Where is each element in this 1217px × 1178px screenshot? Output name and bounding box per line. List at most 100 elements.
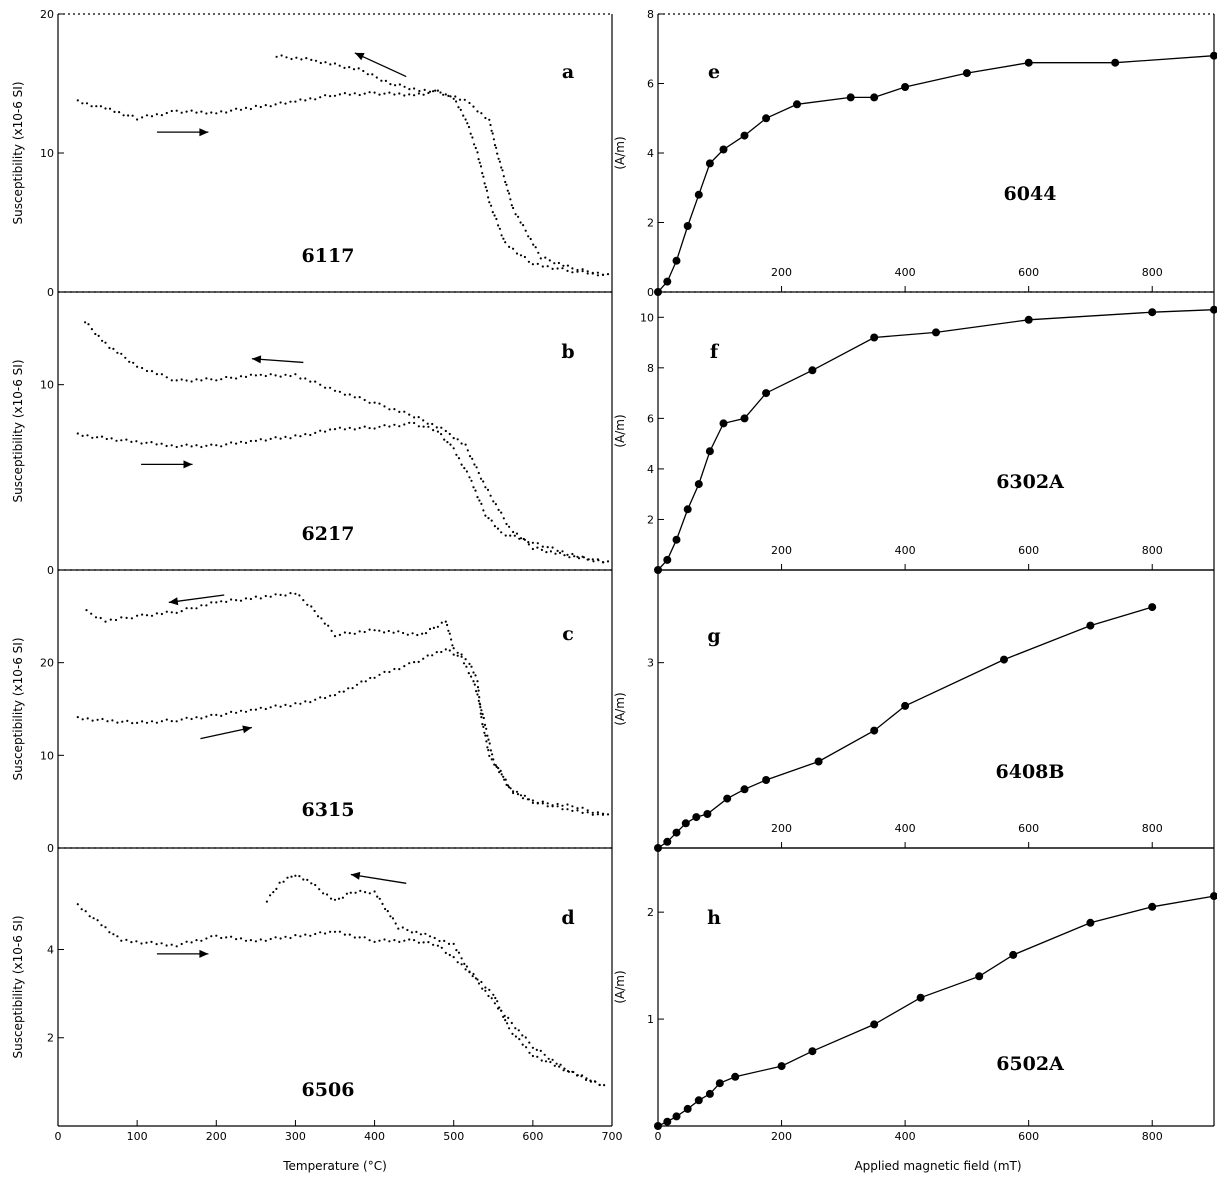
cooling-dot	[485, 740, 488, 743]
heating-dot	[210, 713, 213, 717]
cooling-dot	[474, 977, 477, 980]
heating-dot	[413, 421, 416, 425]
arrow-head	[354, 52, 365, 61]
cooling-dot	[401, 926, 404, 929]
heating-dot	[551, 267, 554, 270]
cooling-dot	[392, 631, 395, 634]
data-point	[870, 93, 879, 102]
heating-dot	[566, 808, 569, 811]
heating-dot	[488, 988, 491, 992]
heating-dot	[81, 102, 84, 105]
heating-dot	[309, 433, 312, 437]
cooling-dot	[484, 116, 487, 120]
heating-dot	[485, 727, 488, 730]
cooling-dot	[160, 373, 163, 376]
heating-dot	[413, 94, 416, 97]
heating-dot	[513, 534, 516, 537]
data-point	[1148, 902, 1157, 911]
heating-curve	[76, 89, 605, 277]
data-point	[870, 1020, 879, 1029]
heating-dot	[427, 941, 430, 944]
cooling-dot	[416, 633, 419, 637]
cooling-dot	[557, 261, 561, 265]
y-tick-label: 4	[47, 943, 54, 956]
x-tick-label: 700	[602, 1130, 623, 1143]
cooling-dot	[170, 611, 173, 614]
heating-dot	[443, 438, 446, 441]
heating-dot	[488, 201, 491, 204]
heating-dot	[448, 953, 451, 957]
heating-dot	[478, 161, 481, 164]
data-point	[808, 1047, 817, 1056]
cooling-dot	[381, 902, 384, 906]
data-point	[1024, 315, 1033, 324]
heating-dot	[329, 428, 332, 431]
cooling-dot	[353, 632, 356, 635]
cooling-dot	[284, 594, 287, 597]
heating-dot	[170, 943, 173, 946]
arrow-head	[350, 871, 361, 880]
heating-dot	[225, 936, 228, 939]
heating-dot	[476, 496, 479, 499]
cooling-dot	[581, 1074, 584, 1077]
cooling-dot	[299, 377, 302, 380]
heating-dot	[474, 146, 477, 150]
cooling-dot	[463, 962, 466, 966]
heating-dot	[205, 715, 208, 718]
cooling-dot	[428, 935, 432, 938]
heating-dot	[104, 107, 107, 110]
heating-dot	[343, 92, 346, 95]
heating-dot	[121, 720, 124, 723]
heating-dot	[299, 435, 302, 438]
heating-dot	[499, 769, 502, 773]
cooling-dot	[337, 897, 341, 900]
cooling-dot	[310, 58, 313, 62]
heating-dot	[408, 93, 411, 96]
cooling-dot	[558, 551, 562, 555]
heating-dot	[329, 930, 332, 933]
y-tick-label: 20	[40, 8, 54, 21]
heating-dot	[363, 92, 366, 95]
cooling-dot	[298, 875, 301, 878]
heating-dot	[519, 254, 523, 257]
heating-dot	[358, 426, 361, 430]
heating-dot	[120, 439, 123, 442]
cooling-dot	[477, 471, 480, 475]
cooling-dot	[606, 273, 610, 276]
x-tick-label: 200	[771, 822, 792, 835]
heating-dot	[140, 442, 143, 445]
cooling-dot	[571, 267, 574, 270]
heating-dot	[264, 104, 267, 107]
data-point	[672, 256, 681, 265]
cooling-dot	[537, 251, 540, 254]
cooling-dot	[531, 801, 535, 805]
data-point	[683, 505, 692, 514]
cooling-dot	[366, 73, 369, 76]
cooling-dot	[408, 88, 411, 91]
data-point	[692, 813, 701, 822]
data-point	[916, 993, 925, 1002]
heating-dot	[170, 109, 173, 113]
data-point	[694, 190, 703, 199]
heating-dot	[355, 683, 359, 686]
cooling-dot	[289, 592, 292, 595]
heating-dot	[541, 802, 544, 805]
cooling-dot	[519, 794, 523, 797]
y-tick-label: 10	[40, 379, 54, 392]
heating-dot	[576, 555, 579, 558]
cooling-dot	[352, 68, 356, 71]
cooling-dot	[94, 332, 97, 336]
heating-dot	[338, 93, 341, 96]
heating-dot	[514, 1035, 518, 1038]
data-point	[703, 810, 712, 818]
heating-dot	[460, 463, 463, 466]
series-line	[657, 309, 1215, 571]
cooling-dot	[493, 1002, 496, 1005]
panel-e: 0 2 4 6 8 200 400 600 800 (A/m) e 6044	[613, 8, 1217, 299]
data-point	[870, 333, 879, 342]
heating-dot	[427, 91, 430, 95]
heating-dot	[417, 92, 420, 95]
cooling-dot	[383, 405, 386, 408]
heating-dot	[459, 108, 462, 111]
cooling-dot	[488, 118, 491, 121]
